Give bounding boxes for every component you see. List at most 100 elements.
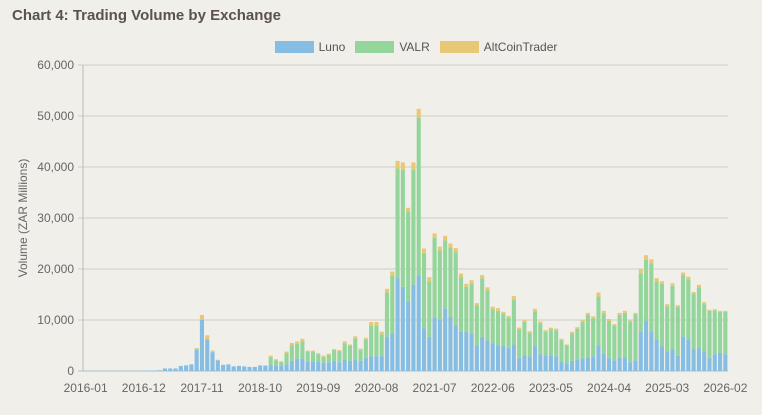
bar-altcointrader-2025-02[interactable] <box>659 281 664 284</box>
bar-valr-2021-12[interactable] <box>458 277 464 332</box>
bar-altcointrader-2019-10[interactable] <box>321 355 326 357</box>
bar-luno-2025-01[interactable] <box>654 339 659 371</box>
bar-luno-2022-08[interactable] <box>501 346 506 371</box>
bar-luno-2022-11[interactable] <box>517 357 522 371</box>
bar-valr-2021-04[interactable] <box>416 118 421 276</box>
bar-luno-2021-06[interactable] <box>427 336 432 371</box>
bar-altcointrader-2020-02[interactable] <box>342 341 347 344</box>
bar-valr-2021-05[interactable] <box>421 253 427 329</box>
bar-luno-2019-07[interactable] <box>305 361 310 371</box>
bar-valr-2020-11[interactable] <box>390 275 395 334</box>
bar-altcointrader-2023-01[interactable] <box>527 331 532 333</box>
bar-valr-2019-05[interactable] <box>295 343 300 359</box>
bar-valr-2022-05[interactable] <box>485 290 490 341</box>
bar-valr-2019-12[interactable] <box>332 350 337 361</box>
bar-valr-2021-11[interactable] <box>453 252 458 326</box>
bar-luno-2020-06[interactable] <box>363 357 368 371</box>
bar-altcointrader-2020-12[interactable] <box>395 160 400 169</box>
bar-altcointrader-2022-11[interactable] <box>517 327 522 330</box>
bar-luno-2020-07[interactable] <box>369 356 374 371</box>
bar-altcointrader-2025-10[interactable] <box>702 302 707 305</box>
bar-valr-2024-11[interactable] <box>644 259 649 322</box>
bar-altcointrader-2024-05[interactable] <box>612 324 617 326</box>
bar-luno-2018-06[interactable] <box>236 365 242 371</box>
bar-valr-2025-04[interactable] <box>670 285 675 350</box>
bar-valr-2025-07[interactable] <box>686 279 691 340</box>
bar-valr-2024-05[interactable] <box>612 325 617 361</box>
bar-altcointrader-2025-09[interactable] <box>696 284 701 288</box>
bar-altcointrader-2024-08[interactable] <box>628 320 633 323</box>
bar-valr-2022-08[interactable] <box>501 313 506 347</box>
bar-luno-2025-06[interactable] <box>681 336 686 371</box>
bar-valr-2024-06[interactable] <box>617 314 622 358</box>
bar-altcointrader-2023-09[interactable] <box>569 331 575 334</box>
bar-luno-2024-06[interactable] <box>617 357 622 371</box>
bar-valr-2022-07[interactable] <box>495 310 501 347</box>
bar-valr-2023-07[interactable] <box>559 340 564 362</box>
bar-altcointrader-2021-06[interactable] <box>427 277 432 282</box>
bar-luno-2017-04[interactable] <box>162 368 167 371</box>
bar-valr-2020-09[interactable] <box>379 334 384 356</box>
bar-altcointrader-2020-01[interactable] <box>337 350 342 352</box>
bar-valr-2024-01[interactable] <box>591 318 596 357</box>
bar-altcointrader-2023-06[interactable] <box>554 328 559 331</box>
bar-valr-2022-02[interactable] <box>469 283 474 334</box>
bar-altcointrader-2020-11[interactable] <box>390 271 395 276</box>
bar-luno-2022-07[interactable] <box>495 346 501 371</box>
bar-altcointrader-2020-10[interactable] <box>384 288 390 293</box>
bar-valr-2022-12[interactable] <box>522 322 527 356</box>
legend-item-luno[interactable]: Luno <box>274 40 345 54</box>
bar-luno-2024-10[interactable] <box>638 331 643 371</box>
bar-luno-2017-11[interactable] <box>199 320 204 371</box>
legend-item-altcointrader[interactable]: AltCoinTrader <box>439 40 557 54</box>
bar-valr-2022-09[interactable] <box>506 317 511 349</box>
bar-luno-2025-07[interactable] <box>686 339 691 371</box>
bar-valr-2025-08[interactable] <box>691 293 696 350</box>
bar-luno-2021-02[interactable] <box>406 301 411 371</box>
bar-altcointrader-2021-01[interactable] <box>400 162 405 171</box>
bar-valr-2020-02[interactable] <box>342 343 347 360</box>
bar-luno-2022-01[interactable] <box>464 331 469 371</box>
bar-luno-2018-11[interactable] <box>263 365 268 371</box>
bar-altcointrader-2021-08[interactable] <box>437 246 442 251</box>
bar-altcointrader-2023-10[interactable] <box>575 327 580 329</box>
bar-valr-2019-03[interactable] <box>284 353 289 365</box>
bar-luno-2018-08[interactable] <box>247 366 252 371</box>
bar-luno-2023-06[interactable] <box>554 356 559 371</box>
bar-luno-2024-01[interactable] <box>591 356 596 371</box>
bar-altcointrader-2021-02[interactable] <box>406 207 411 212</box>
bar-valr-2019-06[interactable] <box>300 341 305 359</box>
bar-altcointrader-2022-02[interactable] <box>469 280 474 284</box>
bar-altcointrader-2021-10[interactable] <box>448 243 453 248</box>
bar-luno-2018-09[interactable] <box>252 366 257 371</box>
bar-luno-2020-09[interactable] <box>379 355 384 371</box>
bar-valr-2021-01[interactable] <box>400 170 405 287</box>
bar-valr-2019-08[interactable] <box>310 351 316 362</box>
bar-luno-2024-09[interactable] <box>633 360 638 371</box>
bar-luno-2017-07[interactable] <box>178 365 183 371</box>
bar-luno-2024-05[interactable] <box>612 360 617 371</box>
bar-luno-2020-02[interactable] <box>342 359 347 371</box>
bar-altcointrader-2021-04[interactable] <box>416 108 421 119</box>
bar-luno-2020-11[interactable] <box>390 333 395 371</box>
bar-altcointrader-2022-05[interactable] <box>485 287 490 291</box>
bar-luno-2023-08[interactable] <box>564 363 569 371</box>
bar-valr-2020-01[interactable] <box>337 351 342 363</box>
bar-luno-2025-11[interactable] <box>707 357 712 371</box>
bar-luno-2018-12[interactable] <box>268 364 273 371</box>
bar-altcointrader-2023-07[interactable] <box>559 338 564 341</box>
bar-altcointrader-2018-12[interactable] <box>268 355 273 358</box>
bar-altcointrader-2020-03[interactable] <box>347 344 353 347</box>
bar-luno-2020-03[interactable] <box>347 360 353 371</box>
bar-luno-2024-07[interactable] <box>622 357 627 371</box>
bar-altcointrader-2020-06[interactable] <box>363 337 368 340</box>
bar-altcointrader-2023-02[interactable] <box>532 308 538 312</box>
bar-luno-2019-10[interactable] <box>321 362 326 371</box>
bar-luno-2021-04[interactable] <box>416 275 421 371</box>
bar-luno-2017-02[interactable] <box>152 370 157 371</box>
bar-altcointrader-2024-10[interactable] <box>638 269 643 274</box>
bar-altcointrader-2024-01[interactable] <box>591 316 596 319</box>
bar-valr-2025-01[interactable] <box>654 281 659 340</box>
bar-luno-2019-02[interactable] <box>279 365 284 371</box>
bar-altcointrader-2021-12[interactable] <box>458 273 464 278</box>
